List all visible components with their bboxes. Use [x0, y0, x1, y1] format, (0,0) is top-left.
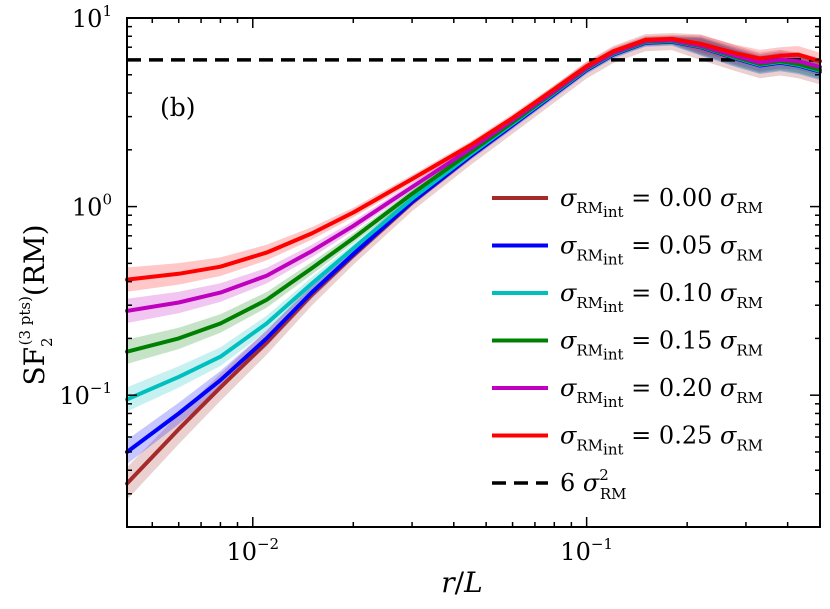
legend-label-4: σRMint = 0.20 σRM [560, 374, 763, 411]
y-tick-label-1: 100 [72, 191, 112, 222]
axis-ticks [127, 17, 821, 528]
plot-frame [126, 17, 821, 528]
legend-label-5: σRMint = 0.25 σRM [560, 422, 763, 459]
legend-label-0: σRMint = 0.00 σRM [560, 184, 763, 221]
legend-label-1: σRMint = 0.05 σRM [560, 232, 763, 269]
x-axis-label: r/L [441, 566, 482, 599]
legend-label-reference: 6 σ2 RM [560, 466, 627, 503]
y-tick-label-2: 101 [72, 2, 112, 33]
band-series-2 [127, 37, 820, 412]
y-tick-label-0: 10−1 [59, 379, 112, 410]
legend-label-3: σRMint = 0.15 σRM [560, 327, 763, 364]
line-series-5 [125, 36, 822, 282]
tick-labels: 10−2 10−1 10−1 100 101 [59, 2, 613, 566]
band-series-4 [127, 35, 820, 324]
legend-label-2: σRMint = 0.10 σRM [560, 279, 763, 316]
y-axis-label: SF2(3 pts)(RM) [16, 224, 56, 385]
legend: σRMint = 0.00 σRM σRMint = 0.05 σRM σRMint… [492, 184, 763, 503]
x-tick-label-1: 10−1 [560, 535, 613, 566]
x-tick-label-0: 10−2 [226, 535, 279, 566]
panel-label: (b) [160, 93, 196, 122]
series-lines [125, 36, 822, 486]
band-series-3 [127, 36, 820, 364]
